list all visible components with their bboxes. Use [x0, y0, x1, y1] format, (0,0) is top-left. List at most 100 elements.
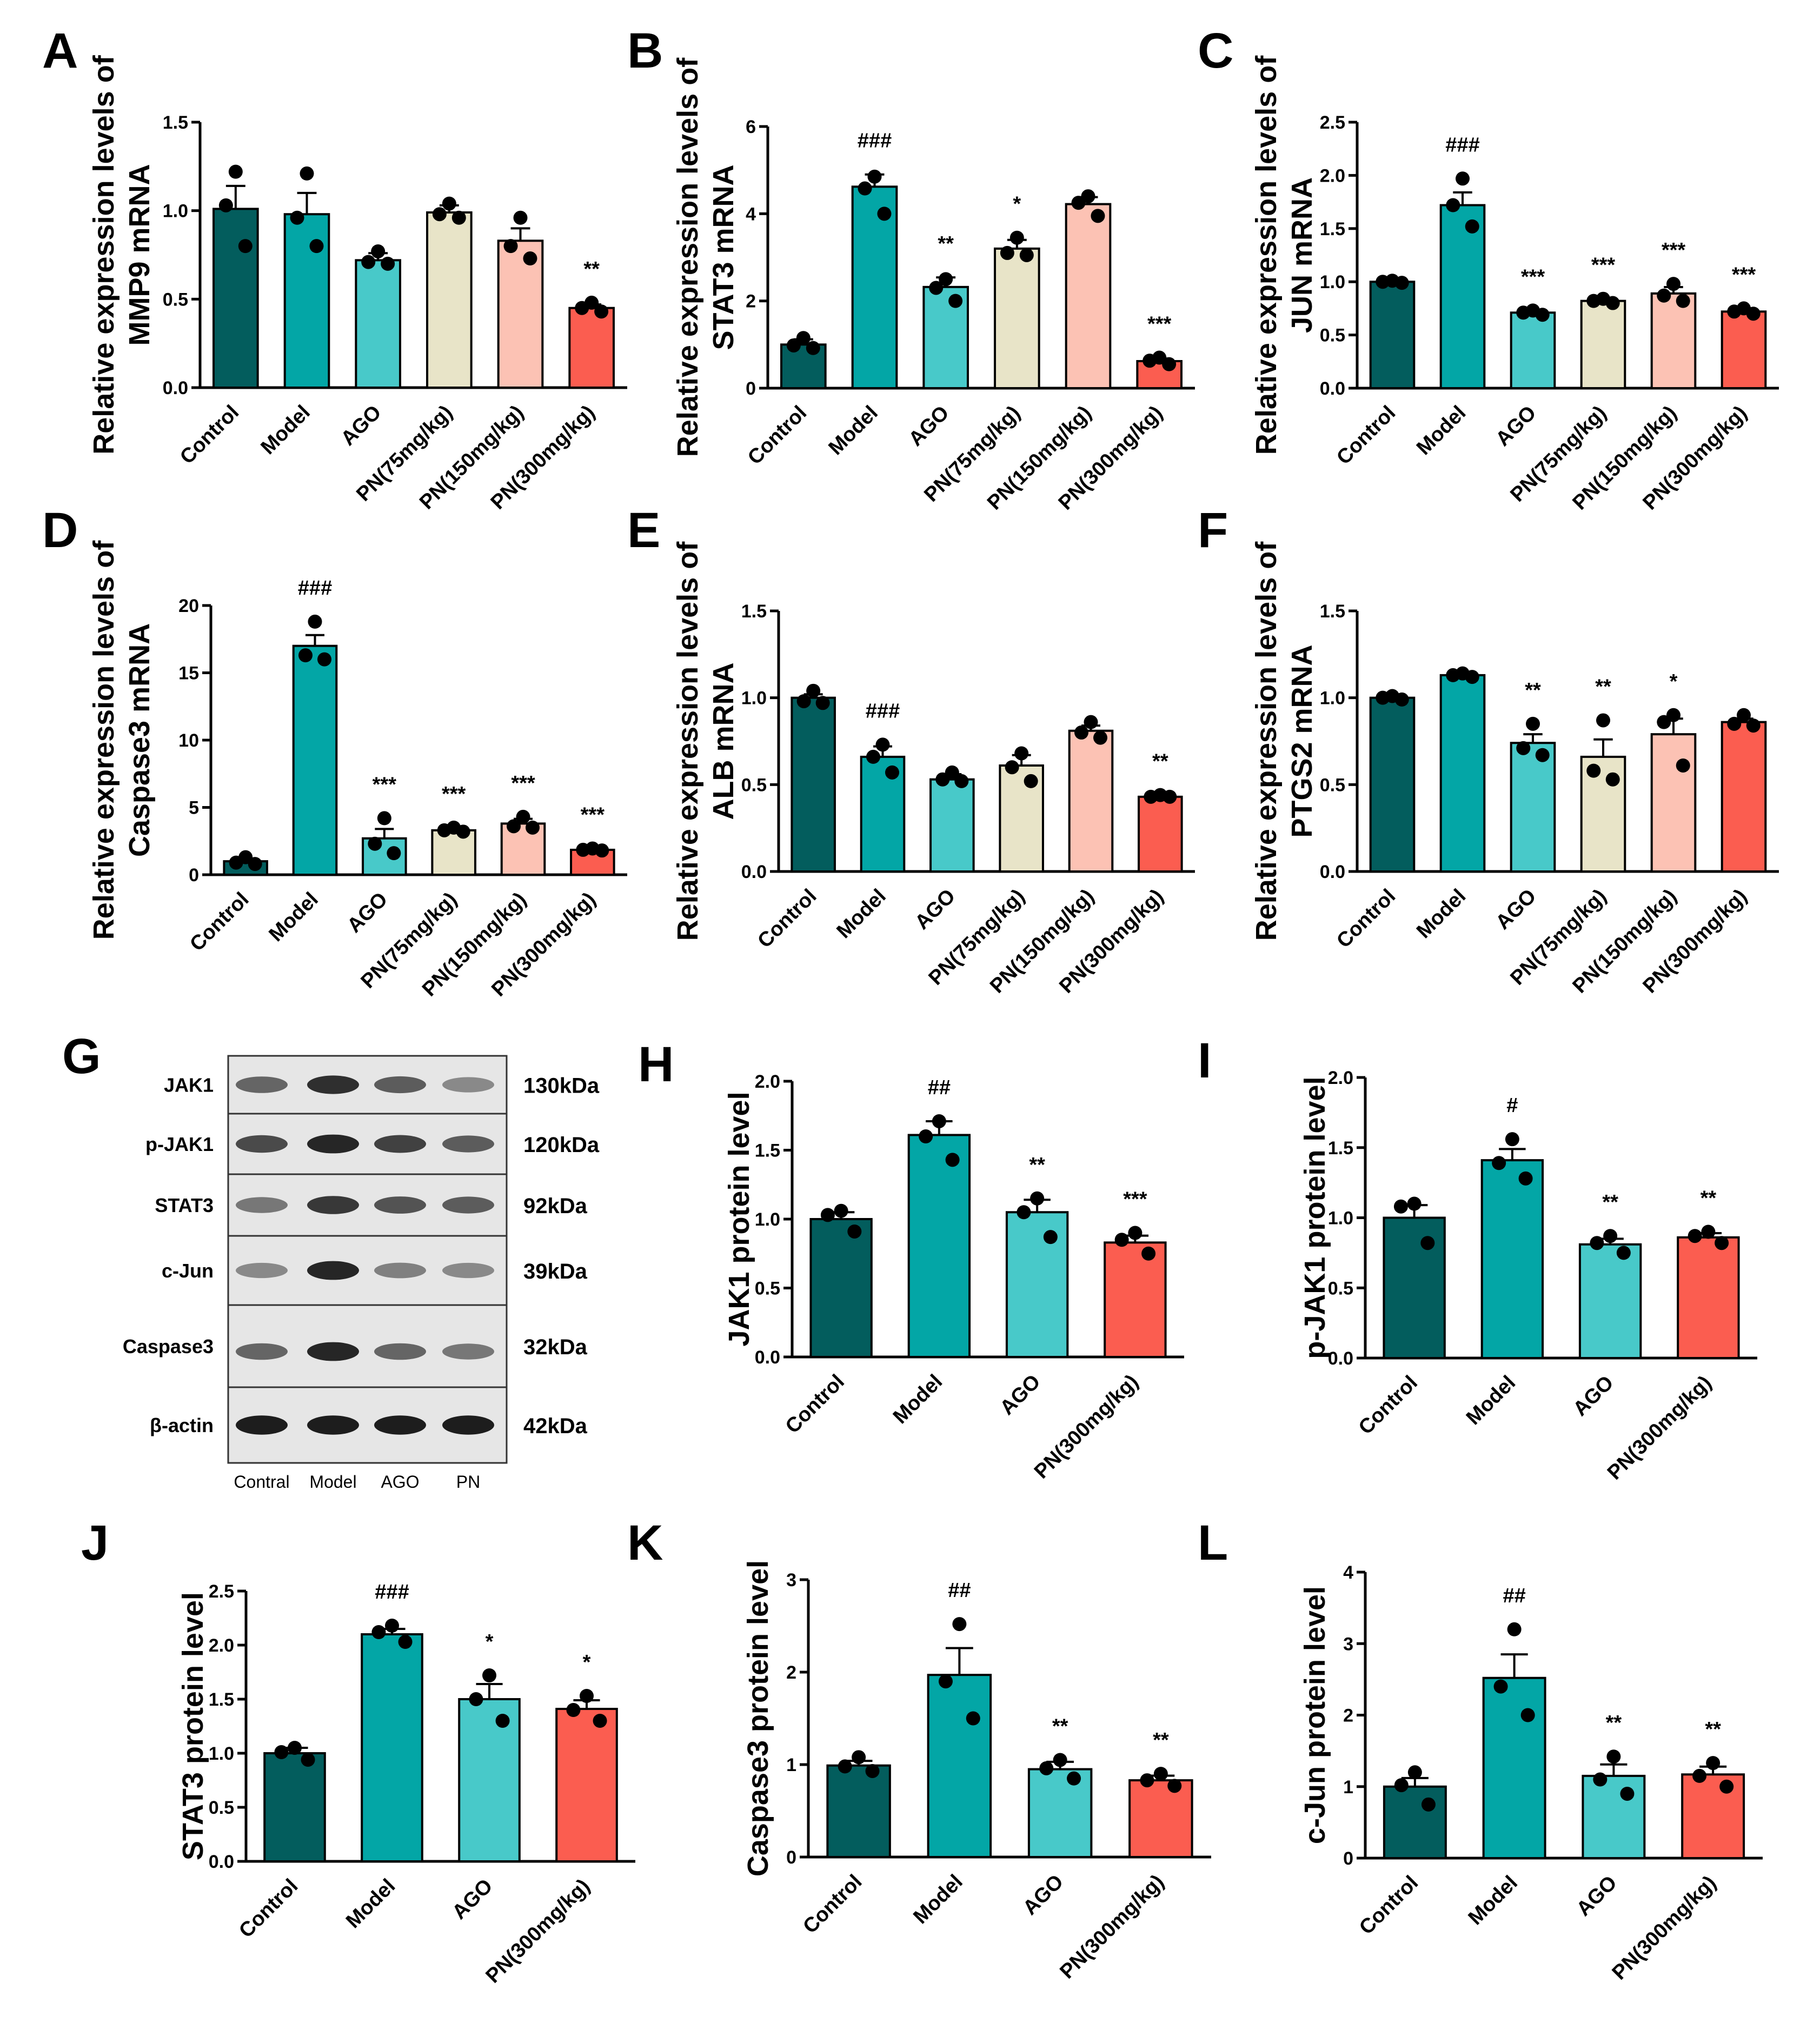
- data-point: [1465, 219, 1479, 234]
- bar-Model: [292, 644, 338, 876]
- y-axis-label: STAT3 protein level: [177, 1592, 209, 1860]
- bar-Control: [263, 1752, 326, 1862]
- x-tick-label: Model: [342, 1875, 400, 1933]
- data-point: [1407, 1196, 1422, 1211]
- x-tick-label: PN(300mg/kg): [481, 1875, 594, 1988]
- data-point: [300, 166, 314, 181]
- data-point: [361, 255, 376, 269]
- data-point: [1516, 305, 1531, 320]
- x-tick-label: Model: [265, 888, 323, 946]
- bar-Control: [1369, 281, 1416, 390]
- data-point: [1719, 1779, 1734, 1794]
- y-tick-label: 0.0: [209, 1852, 234, 1872]
- x-tick-label: Control: [235, 1875, 302, 1942]
- data-point: [1143, 354, 1157, 368]
- significance-label: ###: [375, 1581, 409, 1603]
- data-point: [469, 1692, 483, 1706]
- data-point: [1071, 196, 1086, 210]
- data-point: [1394, 692, 1409, 707]
- data-point: [875, 737, 890, 752]
- significance-label: *: [486, 1631, 494, 1653]
- significance-label: *: [583, 1651, 591, 1674]
- data-point: [238, 239, 253, 254]
- bar-Model: [907, 1134, 971, 1358]
- data-point: [1093, 730, 1108, 745]
- data-point: [806, 341, 820, 355]
- y-tick-label: 1: [1343, 1777, 1353, 1798]
- data-point: [865, 1764, 880, 1778]
- bar-AGO: [1005, 1211, 1069, 1358]
- data-point: [298, 648, 313, 663]
- x-tick-label: Model: [1462, 1372, 1520, 1429]
- data-point: [885, 765, 900, 780]
- significance-label: ###: [858, 130, 892, 152]
- data-point: [1676, 758, 1690, 773]
- panel-g-western-blot: G JAK1 130kDa p-JAK1 120kDa STAT3 92kDa c-Jun 39…: [62, 1029, 600, 1492]
- bar-Control: [791, 696, 836, 873]
- significance-label: ***: [442, 783, 466, 806]
- data-point: [867, 169, 882, 184]
- bar-Control: [212, 208, 259, 389]
- bar-PN(300mg/kg): [1677, 1236, 1740, 1360]
- panel-letter: B: [627, 23, 663, 78]
- y-tick-label: 1.5: [1328, 1138, 1353, 1159]
- blot-band: [374, 1196, 426, 1214]
- bar-Control: [826, 1764, 891, 1858]
- data-point: [398, 1635, 413, 1649]
- data-point: [834, 1203, 848, 1218]
- data-point: [1128, 1226, 1143, 1240]
- data-point: [274, 1745, 289, 1759]
- significance-label: ***: [1147, 313, 1172, 336]
- data-point: [1000, 245, 1014, 260]
- x-tick-label: AGO: [1572, 1872, 1622, 1921]
- significance-label: *: [1013, 193, 1021, 216]
- bar-AGO: [1510, 311, 1556, 389]
- blot-lane-label: Model: [309, 1472, 356, 1492]
- bar-PN(300mg/kg): [1104, 1241, 1167, 1359]
- y-axis-label: JAK1 protein level: [723, 1092, 755, 1346]
- blot-kda-label: 42kDa: [523, 1414, 588, 1438]
- data-point: [1465, 670, 1479, 684]
- data-point: [1586, 763, 1601, 778]
- data-point: [288, 1741, 302, 1755]
- y-tick-label: 2.0: [1320, 165, 1345, 186]
- data-point: [1009, 230, 1024, 245]
- data-point: [1420, 1236, 1435, 1250]
- data-point: [1590, 1236, 1604, 1250]
- significance-label: ***: [1662, 239, 1686, 262]
- blot-row-label: STAT3: [155, 1194, 214, 1216]
- bar-Model: [283, 213, 330, 389]
- y-axis-label: Relative expression levels of: [1250, 541, 1283, 941]
- data-point: [309, 239, 324, 254]
- significance-label: ***: [1123, 1188, 1147, 1211]
- panel-letter: K: [627, 1515, 663, 1571]
- blot-band: [236, 1076, 288, 1093]
- data-point: [1657, 288, 1671, 303]
- data-point: [506, 819, 521, 834]
- data-point: [1526, 716, 1540, 731]
- x-tick-label: Control: [176, 401, 243, 469]
- bar-Control: [1383, 1216, 1446, 1359]
- significance-label: ##: [1503, 1585, 1525, 1607]
- significance-label: **: [1525, 679, 1541, 702]
- y-tick-label: 0.5: [755, 1279, 780, 1299]
- data-point: [1067, 1771, 1081, 1786]
- x-tick-label: AGO: [1491, 402, 1540, 451]
- y-tick-label: 2.5: [209, 1581, 234, 1602]
- data-point: [368, 836, 382, 851]
- x-tick-label: Model: [825, 402, 882, 460]
- significance-label: **: [1052, 1715, 1068, 1738]
- x-tick-label: Control: [1332, 402, 1400, 469]
- data-point: [866, 749, 880, 764]
- x-tick-label: Control: [1332, 885, 1400, 953]
- y-axis-label: Caspase3 mRNA: [123, 623, 156, 857]
- data-point: [1043, 1230, 1058, 1245]
- data-point: [580, 1689, 594, 1703]
- y-tick-label: 1.0: [1328, 1208, 1353, 1229]
- panel-k: K 0 1 2 3 Caspase3 protein level Control ## Mode…: [627, 1515, 1211, 1984]
- data-point: [566, 1703, 581, 1717]
- bar-AGO: [1510, 742, 1556, 873]
- data-point: [1605, 296, 1620, 310]
- blot-band: [442, 1415, 494, 1435]
